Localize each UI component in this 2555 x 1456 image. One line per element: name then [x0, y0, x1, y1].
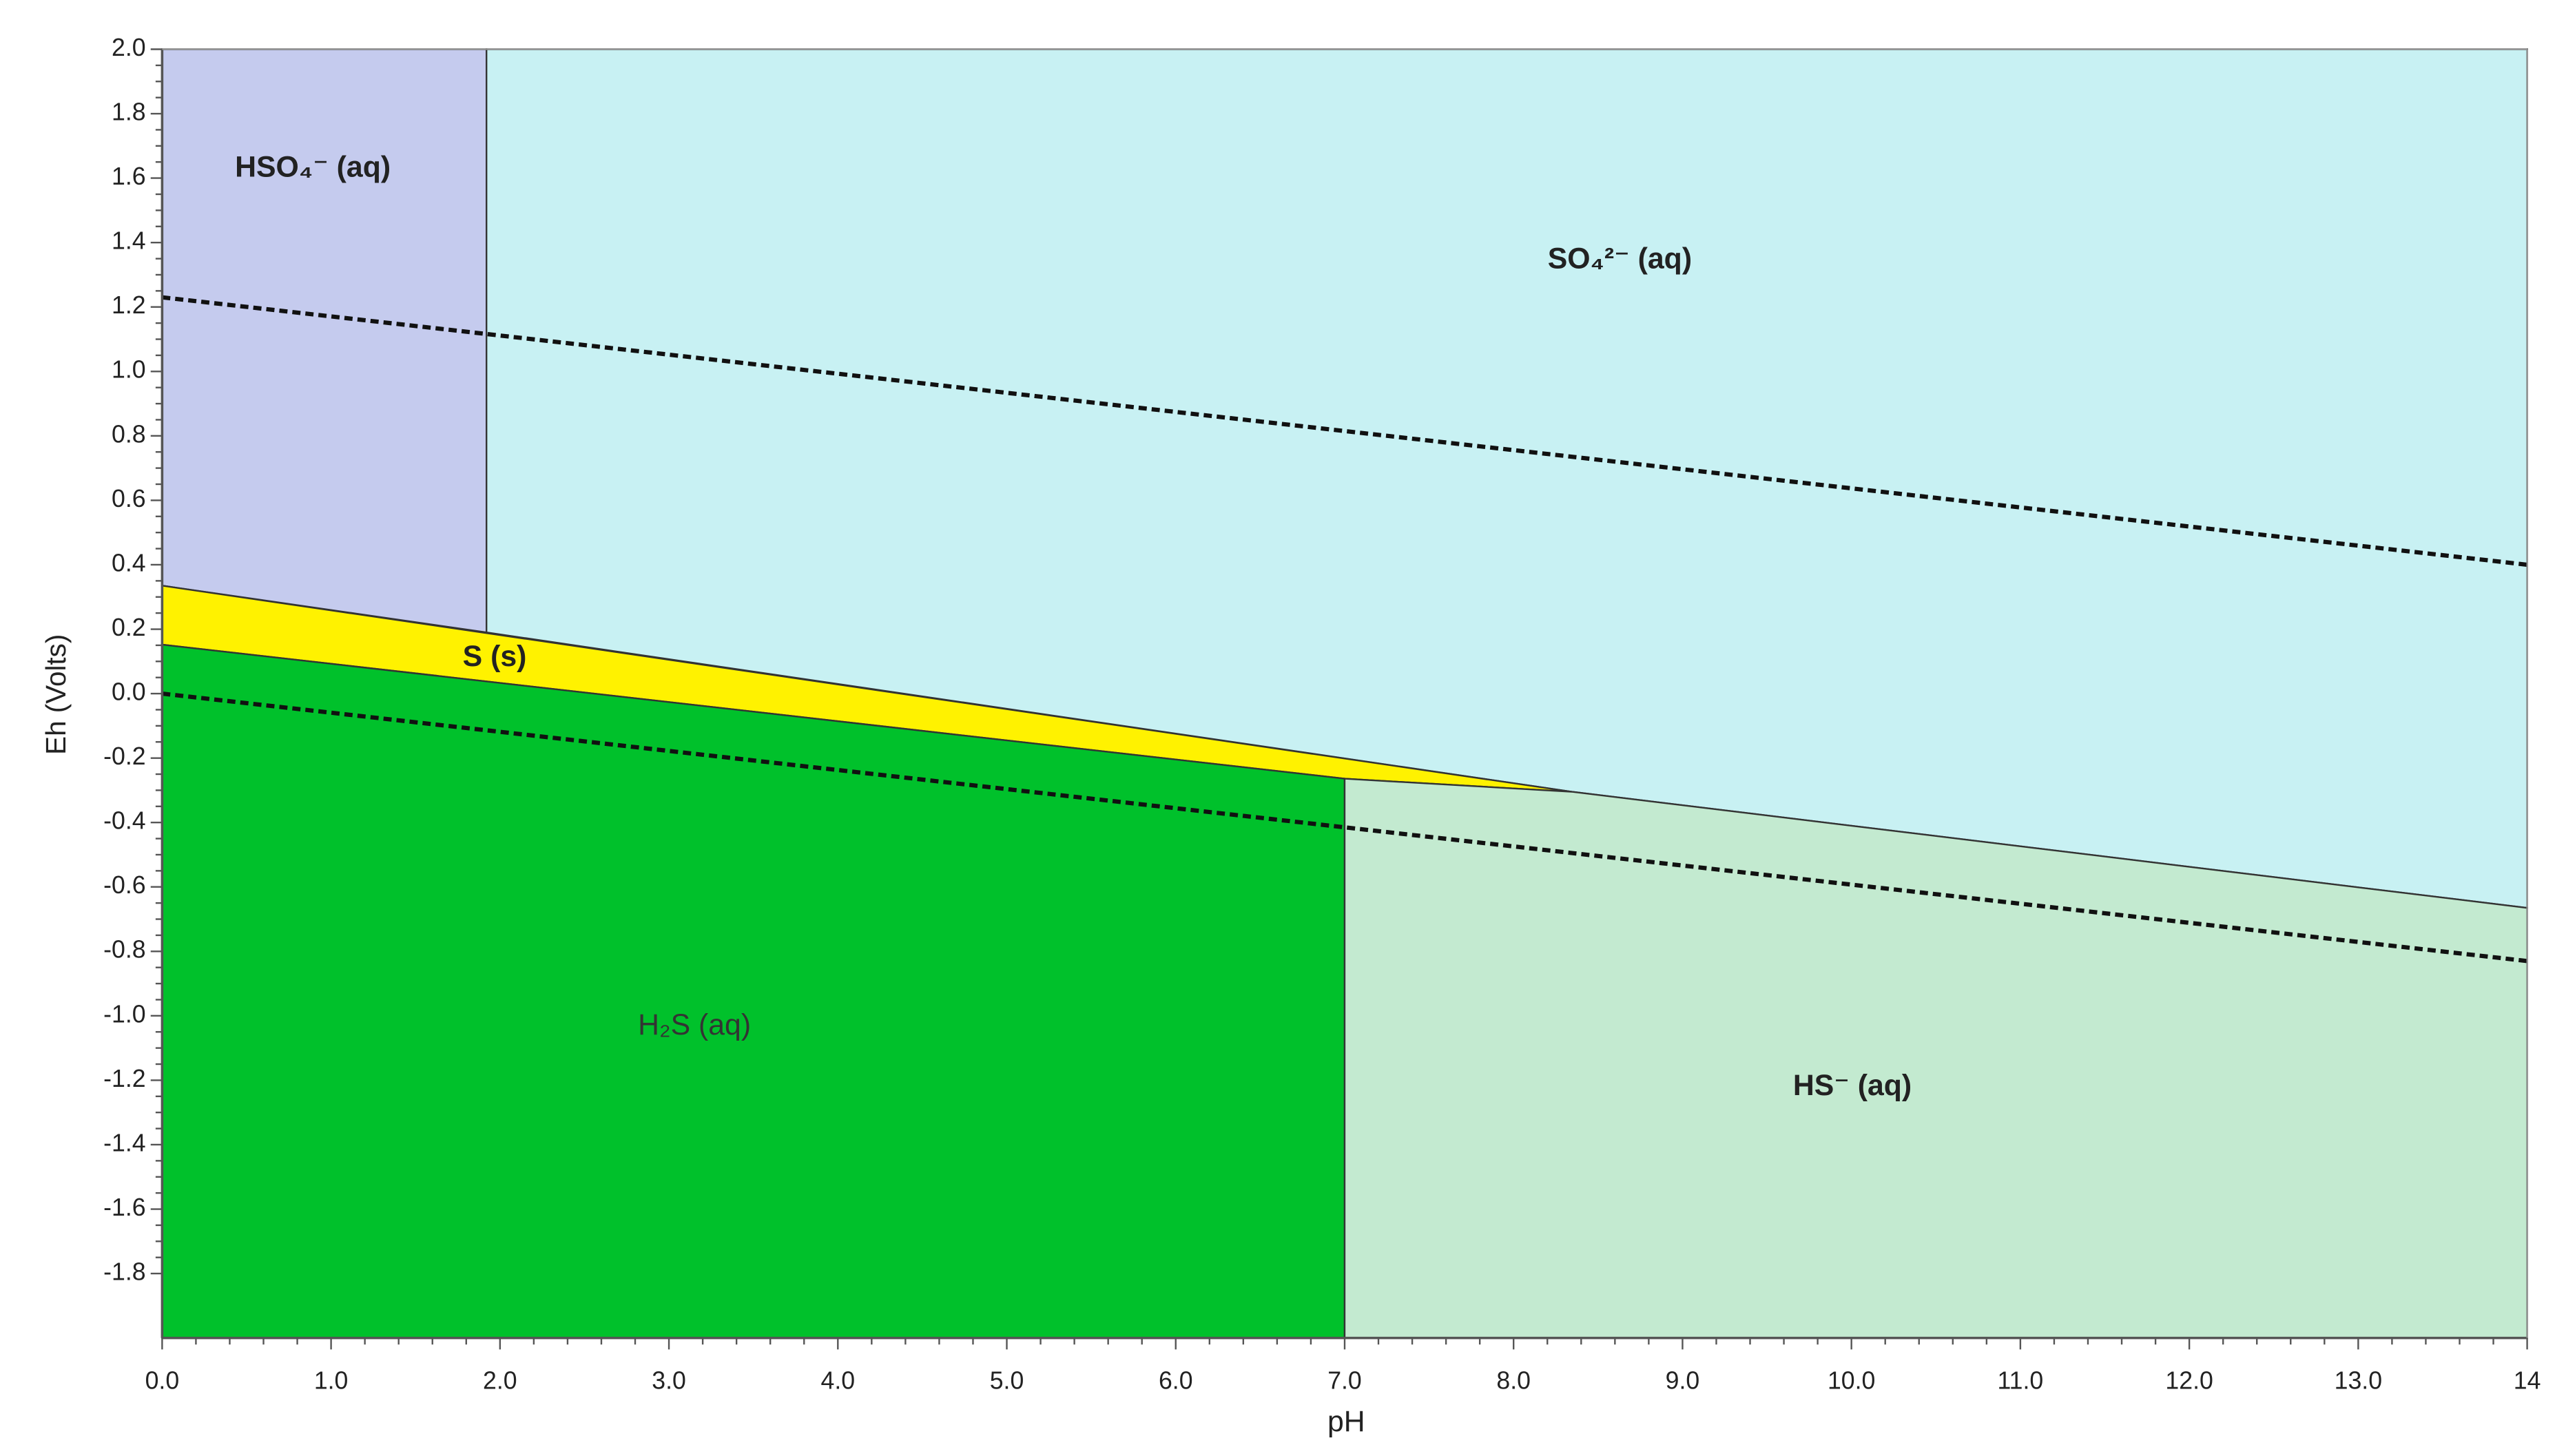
y-tick-label: 1.6: [112, 163, 146, 190]
phase-region: [161, 48, 488, 634]
region-label: S (s): [463, 640, 527, 673]
x-tick-label: 0.0: [145, 1366, 180, 1394]
y-tick-label: 2.0: [112, 34, 146, 61]
x-tick-label: 5.0: [990, 1366, 1024, 1394]
y-tick-label: -0.4: [103, 807, 145, 835]
y-tick-label: -1.6: [103, 1194, 145, 1221]
x-axis-label: pH: [1327, 1405, 1365, 1438]
y-tick-label: 0.0: [112, 678, 146, 705]
y-tick-label: -0.8: [103, 936, 145, 964]
y-tick-label: -1.4: [103, 1129, 145, 1156]
y-tick-label: 0.8: [112, 420, 146, 448]
x-tick-label: 4.0: [821, 1366, 856, 1394]
y-tick-label: 1.0: [112, 356, 146, 384]
region-label: SO₄²⁻ (aq): [1548, 242, 1692, 275]
x-tick-label: 3.0: [652, 1366, 686, 1394]
y-axis-label: Eh (Volts): [40, 634, 72, 755]
y-tick-label: 1.2: [112, 291, 146, 319]
y-tick-label: 0.6: [112, 485, 146, 512]
x-tick-label: 2.0: [483, 1366, 517, 1394]
y-tick-label: 0.4: [112, 549, 146, 576]
water-stability-line: [162, 295, 2527, 568]
x-tick-label: 13.0: [2335, 1366, 2382, 1394]
y-tick-label: 1.4: [112, 227, 146, 255]
y-tick-label: 0.2: [112, 614, 146, 641]
y-tick-label: -1.0: [103, 1000, 145, 1028]
x-tick-label: 8.0: [1496, 1366, 1531, 1394]
y-tick-label: -0.2: [103, 742, 145, 770]
y-tick-label: -1.2: [103, 1065, 145, 1092]
y-tick-label: -0.6: [103, 871, 145, 899]
region-label: H₂S (aq): [638, 1008, 751, 1041]
x-tick-label: 14: [2514, 1366, 2541, 1394]
region-label: HS⁻ (aq): [1793, 1069, 1912, 1102]
x-tick-label: 12.0: [2165, 1366, 2213, 1394]
x-tick-label: 7.0: [1327, 1366, 1362, 1394]
x-tick-label: 10.0: [1828, 1366, 1875, 1394]
x-tick-label: 1.0: [314, 1366, 349, 1394]
water-stability-line: [162, 691, 2527, 964]
region-label: HSO₄⁻ (aq): [235, 150, 391, 183]
x-tick-label: 9.0: [1666, 1366, 1700, 1394]
x-tick-label: 11.0: [1998, 1366, 2044, 1394]
x-tick-label: 6.0: [1159, 1366, 1193, 1394]
y-tick-label: -1.8: [103, 1258, 145, 1286]
y-tick-label: 1.8: [112, 98, 146, 125]
